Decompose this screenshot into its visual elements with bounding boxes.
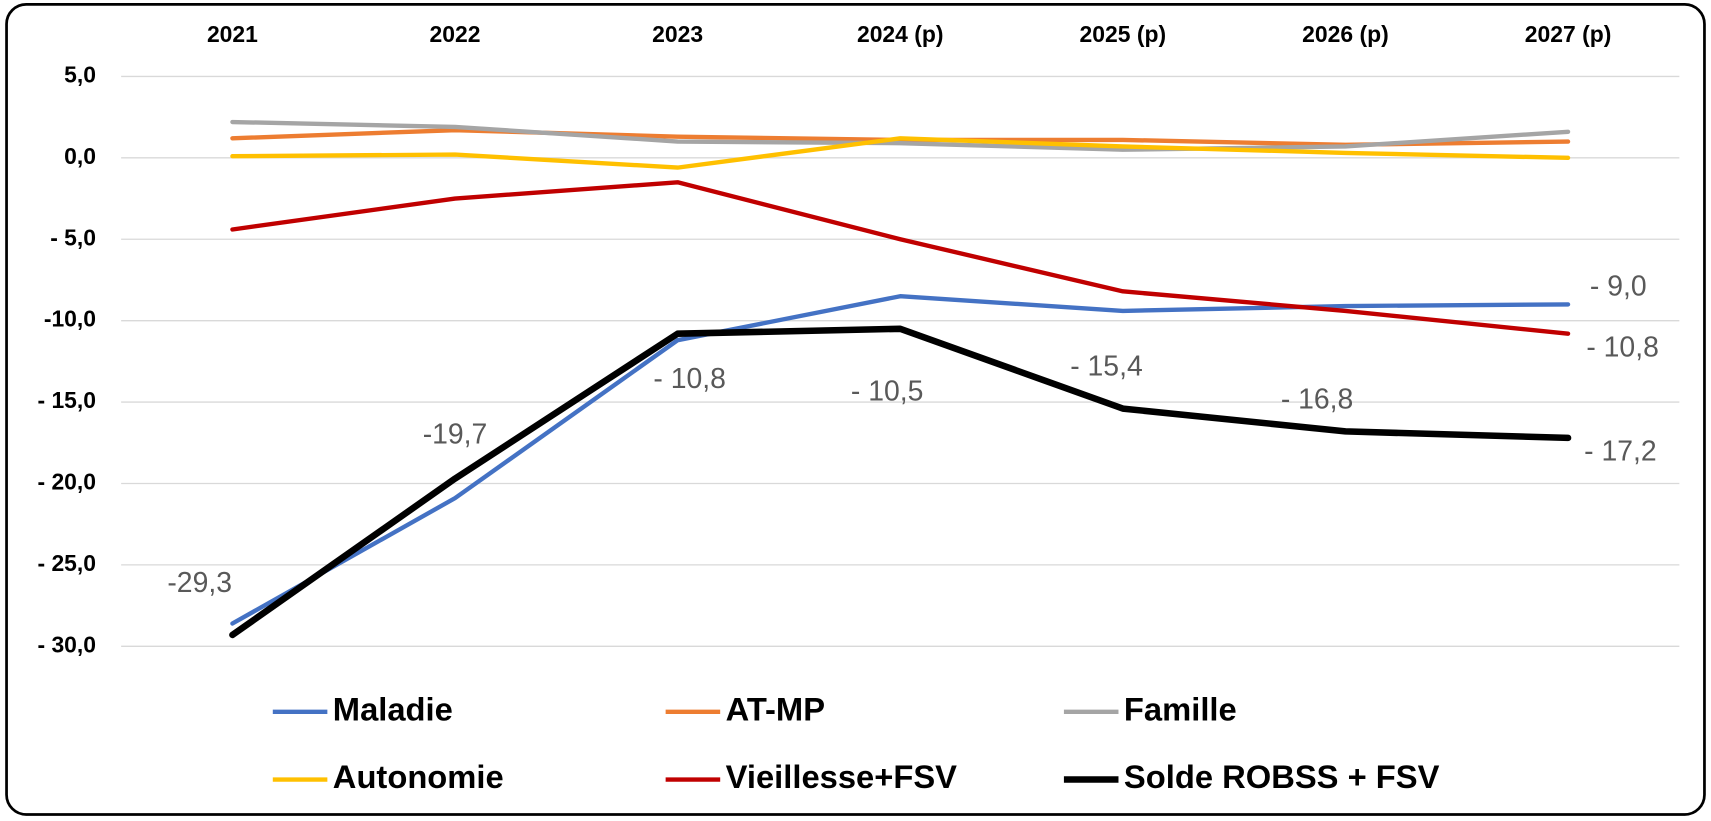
data-label: - 15,4	[1070, 351, 1143, 383]
y-tick-label: - 25,0	[37, 550, 96, 576]
series-line	[230, 136, 1571, 170]
legend-label: Vieillesse+FSV	[726, 758, 958, 795]
x-tick-label: 2025 (p)	[1080, 21, 1167, 47]
data-label: - 10,8	[1586, 331, 1659, 363]
y-tick-label: - 20,0	[37, 469, 96, 495]
data-label: - 9,0	[1590, 271, 1647, 303]
x-tick-label: 2024 (p)	[857, 21, 944, 47]
y-tick-label: - 15,0	[37, 387, 96, 413]
data-label: -29,3	[167, 567, 232, 599]
data-label: - 17,2	[1584, 436, 1657, 468]
x-tick-label: 2027 (p)	[1525, 21, 1612, 47]
series-line	[229, 325, 1572, 639]
y-tick-label: 5,0	[64, 61, 96, 87]
series-line	[230, 294, 1571, 626]
data-label: - 10,5	[851, 376, 924, 408]
y-tick-label: -10,0	[44, 306, 96, 332]
data-label: - 10,8	[653, 363, 726, 395]
legend-label: Solde ROBSS + FSV	[1124, 758, 1440, 795]
x-tick-label: 2026 (p)	[1302, 21, 1389, 47]
legend-label: Maladie	[333, 690, 453, 727]
x-tick-label: 2022	[430, 21, 481, 47]
chart-frame	[5, 3, 1706, 816]
series-line	[230, 180, 1571, 336]
x-tick-label: 2021	[207, 21, 258, 47]
data-label: -19,7	[423, 419, 488, 451]
y-tick-label: - 5,0	[50, 224, 96, 250]
data-label: - 16,8	[1281, 383, 1354, 415]
legend-label: AT-MP	[726, 690, 825, 727]
x-tick-label: 2023	[652, 21, 703, 47]
y-tick-label: 0,0	[64, 143, 96, 169]
legend-label: Autonomie	[333, 758, 504, 795]
legend-label: Famille	[1124, 690, 1237, 727]
series-line	[230, 119, 1571, 152]
y-tick-label: - 30,0	[37, 631, 96, 657]
